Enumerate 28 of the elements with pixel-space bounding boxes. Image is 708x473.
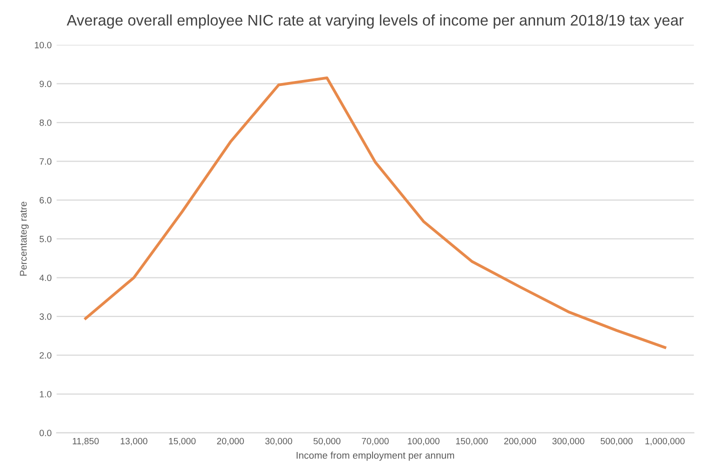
y-tick-label: 3.0 [40,313,52,320]
x-tick-label: 20,000 [217,438,244,446]
x-tick-label: 1,000,000 [645,438,685,446]
x-tick-label: 30,000 [265,438,292,446]
y-tick-label: 0.0 [40,430,52,436]
x-tick-label: 300,000 [552,438,584,446]
y-tick-label: 4.0 [39,274,52,282]
y-axis-title: Percentateg ratre [20,202,29,276]
x-tick-label: 100,000 [408,438,440,446]
x-tick-label: 500,000 [600,438,633,446]
x-tick-label: 70,000 [362,438,389,446]
y-tick-label: 8.0 [40,119,52,126]
x-tick-label: 150,000 [456,438,488,446]
x-tick-label: 13,000 [120,438,148,446]
x-tick-label: 11,850 [72,438,99,446]
y-tick-label: 5.0 [40,236,52,242]
y-tick-label: 10.0 [34,42,52,48]
x-tick-label: 50,000 [314,438,340,446]
y-tick-label: 7.0 [40,158,52,165]
y-tick-label: 6.0 [40,197,52,204]
y-tick-label: 2.0 [40,352,52,359]
x-axis-title: Income from employment per annum [296,452,454,461]
y-tick-label: 9.0 [40,80,52,88]
chart-title: Average overall employee NIC rate at varying levels of income per annum 2018/19 tax year [66,14,684,29]
y-tick-label: 1.0 [40,390,52,398]
x-tick-label: 200,000 [504,438,536,446]
x-tick-label: 15,000 [169,438,196,446]
line-series [84,76,666,349]
